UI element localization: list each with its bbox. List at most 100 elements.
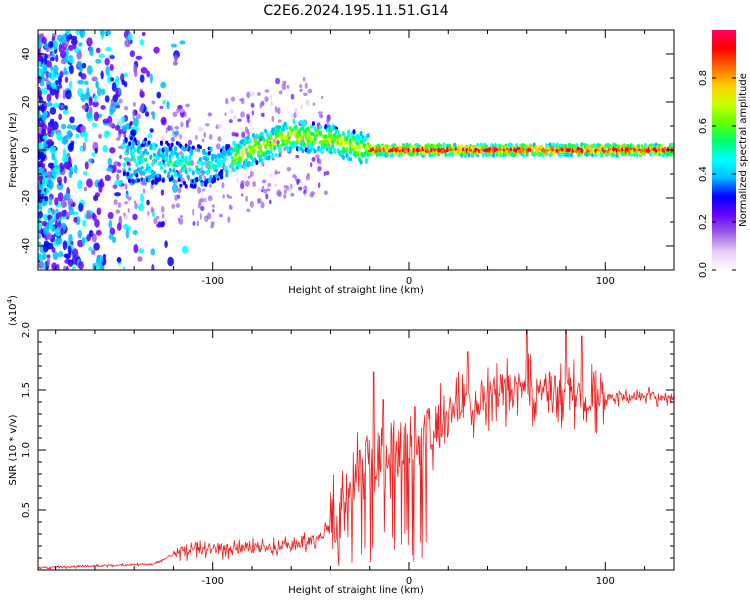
spectrogram-cell xyxy=(400,150,404,156)
spectrogram-cell xyxy=(46,254,51,259)
spectrogram-cell xyxy=(66,124,73,129)
spectrogram-cell xyxy=(295,154,300,159)
spectrogram-cell xyxy=(230,96,236,102)
spectrogram-cell xyxy=(140,143,144,148)
spectrogram-cell xyxy=(232,147,236,152)
spectrogram-cell xyxy=(251,132,255,138)
spectrogram-cell xyxy=(124,137,128,143)
snr-y-tick-label: 0.5 xyxy=(21,502,32,518)
spectrogram-cell xyxy=(341,130,346,137)
spectrogram-cell xyxy=(84,80,89,86)
spectrogram-cell xyxy=(170,43,178,48)
spectrogram-cell xyxy=(286,84,290,89)
spectrogram-cell xyxy=(63,253,71,259)
spectrogram-cell xyxy=(81,104,87,110)
spectrogram-cell xyxy=(63,265,67,270)
spectrogram-cell xyxy=(123,212,126,217)
spectrogram-cell xyxy=(297,130,301,135)
spectrogram-cell xyxy=(85,213,93,220)
spectrogram-cell xyxy=(43,213,49,222)
spectrogram-cell xyxy=(302,142,307,148)
spectrogram-cell xyxy=(341,154,346,160)
spectrogram-cell xyxy=(212,208,215,213)
spectrogram-cell xyxy=(160,206,165,213)
spectrogram-cell xyxy=(153,217,158,225)
spectrogram-cell xyxy=(104,174,111,182)
spectrogram-cell xyxy=(324,124,328,130)
spectrogram-cell xyxy=(301,125,305,131)
spectrogram-cell xyxy=(160,81,167,89)
spectrogram-cell xyxy=(119,154,123,160)
spectrogram-cell xyxy=(92,101,99,108)
spectrogram-cell xyxy=(156,215,160,220)
spectrogram-cell xyxy=(180,121,184,128)
spectrogram-cell xyxy=(65,265,69,270)
spectrogram-cell xyxy=(185,119,189,127)
spectrogram-cell xyxy=(95,58,102,64)
spectrogram-cell xyxy=(149,146,153,151)
spectrogram-cell xyxy=(200,205,205,212)
spectrogram-cell xyxy=(196,186,202,194)
colorbar-gradient xyxy=(712,30,736,270)
spectrogram-cell xyxy=(258,188,261,192)
spectrogram-cell xyxy=(114,192,121,197)
spectrogram-cell xyxy=(176,107,181,114)
spectrogram-cell xyxy=(83,186,88,192)
spectrogram-cell xyxy=(130,129,137,137)
spectrogram-cell xyxy=(261,161,265,167)
spectrogram-cell xyxy=(115,209,121,214)
spectrogram-cell xyxy=(102,144,108,153)
spectrogram-cell xyxy=(232,167,236,173)
colorbar: 0.0 0.2 0.4 0.6 0.8 Normalized spectral ampl… xyxy=(698,30,749,278)
spectrogram-cell xyxy=(453,142,457,147)
spectrogram-cell xyxy=(133,244,139,254)
spectrogram-cell xyxy=(76,60,83,68)
spectrogram-cell xyxy=(151,211,156,218)
spectrogram-cell xyxy=(166,100,170,110)
spectrogram-cell xyxy=(91,122,98,128)
spectrogram-cell xyxy=(251,110,254,116)
spectrogram-cell xyxy=(285,124,289,131)
spectrogram-x-label: Height of straight line (km) xyxy=(288,285,424,296)
spectrogram-cell xyxy=(86,210,91,215)
spectrogram-cell xyxy=(102,254,107,259)
spectrogram-cell xyxy=(109,227,116,236)
spectrogram-cell xyxy=(159,140,164,146)
spectrogram-cell xyxy=(288,187,293,192)
spectrogram-cell xyxy=(228,119,233,123)
spectrogram-cell xyxy=(336,129,340,136)
spectrogram-cell xyxy=(132,213,138,220)
spectrogram-cell xyxy=(41,220,48,227)
spectrogram-cell xyxy=(347,131,351,136)
spectrogram-cell xyxy=(84,161,89,170)
spectrogram-cell xyxy=(355,141,360,146)
spectrogram-cell xyxy=(135,162,139,167)
spectrogram-cell xyxy=(196,147,201,153)
spectrogram-cell xyxy=(38,61,42,68)
spectrogram-cell xyxy=(62,109,69,115)
spectrogram-cell xyxy=(141,31,146,37)
spectrogram-cell xyxy=(159,161,164,165)
spectrogram-cell xyxy=(361,135,365,140)
spectrogram-cell xyxy=(139,106,144,113)
spectrogram-cell xyxy=(109,107,114,116)
spectrogram-cell xyxy=(128,141,132,147)
spectrogram-cell xyxy=(451,151,455,157)
spectrogram-cell xyxy=(104,57,110,66)
spectrogram-cell xyxy=(165,150,169,155)
spectrogram-cell xyxy=(40,152,45,162)
spectrogram-cell xyxy=(167,256,174,267)
spectrogram-cell xyxy=(115,137,121,141)
spectrogram-cell xyxy=(280,131,284,137)
spectrogram-cell xyxy=(306,133,310,138)
spectrogram-cell xyxy=(264,96,269,103)
spectrogram-cell xyxy=(127,208,130,213)
colorbar-tick-label: 0.6 xyxy=(698,118,709,134)
snr-y-tick-label: 1.5 xyxy=(21,382,32,398)
spectrogram-cell xyxy=(311,132,316,137)
spectrogram-cell xyxy=(52,121,59,131)
spectrogram-cell xyxy=(55,212,60,220)
spectrogram-cell xyxy=(105,65,110,76)
snr-x-tick-label: 0 xyxy=(406,576,412,587)
spectrogram-cell xyxy=(124,182,128,190)
